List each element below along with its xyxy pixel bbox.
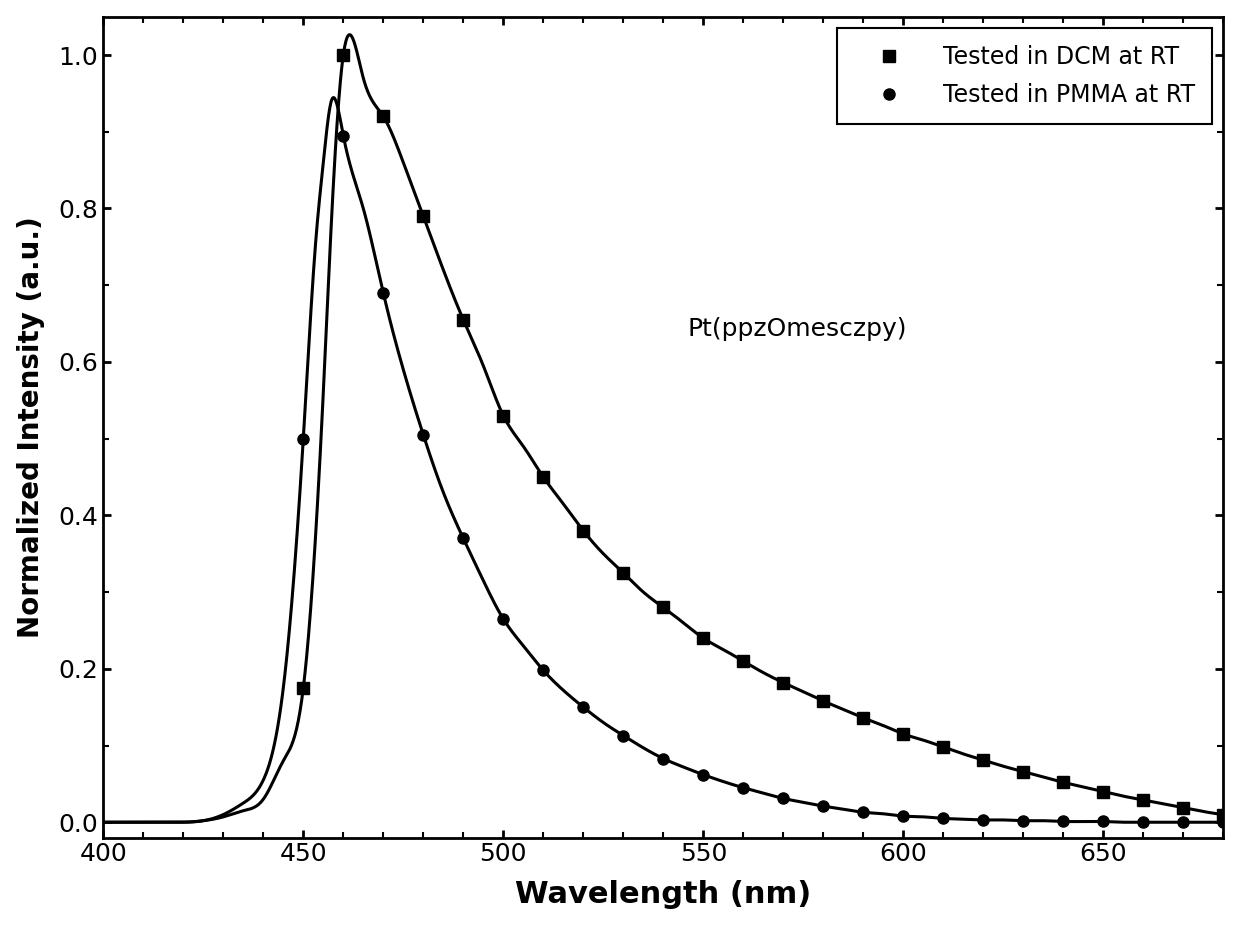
- Tested in PMMA at RT: [776, 793, 791, 804]
- Tested in PMMA at RT: [735, 782, 750, 794]
- Tested in PMMA at RT: [976, 814, 991, 825]
- Tested in PMMA at RT: [1176, 817, 1190, 828]
- Tested in PMMA at RT: [376, 287, 391, 298]
- Tested in PMMA at RT: [536, 665, 551, 676]
- Tested in DCM at RT: [1176, 802, 1190, 813]
- Tested in PMMA at RT: [1056, 816, 1071, 827]
- Tested in PMMA at RT: [575, 702, 590, 713]
- X-axis label: Wavelength (nm): Wavelength (nm): [515, 881, 811, 909]
- Tested in DCM at RT: [856, 712, 870, 723]
- Tested in DCM at RT: [456, 314, 471, 325]
- Tested in PMMA at RT: [1016, 815, 1030, 826]
- Tested in DCM at RT: [1056, 777, 1071, 788]
- Tested in PMMA at RT: [1136, 817, 1151, 828]
- Tested in DCM at RT: [895, 729, 910, 740]
- Tested in PMMA at RT: [816, 801, 831, 812]
- Tested in PMMA at RT: [336, 130, 351, 141]
- Tested in DCM at RT: [1216, 809, 1231, 820]
- Tested in DCM at RT: [376, 111, 391, 122]
- Tested in DCM at RT: [616, 568, 631, 579]
- Tested in PMMA at RT: [936, 813, 951, 824]
- Tested in DCM at RT: [1136, 795, 1151, 806]
- Tested in DCM at RT: [735, 656, 750, 667]
- Line: Tested in PMMA at RT: Tested in PMMA at RT: [298, 130, 1229, 828]
- Tested in PMMA at RT: [415, 430, 430, 441]
- Text: Pt(ppzOmesczpy): Pt(ppzOmesczpy): [688, 317, 908, 341]
- Y-axis label: Normalized Intensity (a.u.): Normalized Intensity (a.u.): [16, 217, 45, 638]
- Tested in DCM at RT: [696, 632, 711, 644]
- Tested in DCM at RT: [1016, 766, 1030, 777]
- Tested in PMMA at RT: [895, 810, 910, 821]
- Tested in PMMA at RT: [496, 613, 511, 624]
- Tested in PMMA at RT: [616, 730, 631, 741]
- Line: Tested in DCM at RT: Tested in DCM at RT: [298, 49, 1229, 820]
- Tested in PMMA at RT: [856, 807, 870, 818]
- Tested in PMMA at RT: [1096, 816, 1111, 827]
- Tested in DCM at RT: [976, 755, 991, 766]
- Tested in DCM at RT: [1096, 786, 1111, 797]
- Tested in DCM at RT: [415, 210, 430, 221]
- Tested in DCM at RT: [296, 682, 311, 694]
- Tested in PMMA at RT: [656, 753, 671, 764]
- Tested in DCM at RT: [936, 742, 951, 753]
- Tested in DCM at RT: [496, 410, 511, 421]
- Tested in DCM at RT: [776, 677, 791, 688]
- Legend: Tested in DCM at RT, Tested in PMMA at RT: Tested in DCM at RT, Tested in PMMA at R…: [837, 29, 1211, 124]
- Tested in PMMA at RT: [296, 433, 311, 444]
- Tested in DCM at RT: [656, 602, 671, 613]
- Tested in PMMA at RT: [456, 532, 471, 544]
- Tested in PMMA at RT: [696, 770, 711, 781]
- Tested in PMMA at RT: [1216, 817, 1231, 828]
- Tested in DCM at RT: [575, 525, 590, 536]
- Tested in DCM at RT: [816, 695, 831, 707]
- Tested in DCM at RT: [536, 471, 551, 482]
- Tested in DCM at RT: [336, 49, 351, 60]
